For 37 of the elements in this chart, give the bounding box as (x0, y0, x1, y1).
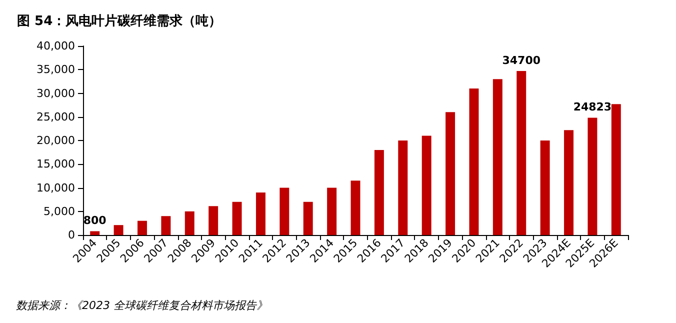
bar (184, 211, 194, 235)
bar (232, 202, 242, 235)
bar (374, 150, 384, 235)
bar (446, 112, 456, 235)
y-tick-label: 40,000 (36, 40, 75, 52)
y-tick-label: 30,000 (36, 86, 75, 100)
data-label: 24823 (573, 100, 612, 114)
y-tick-label: 20,000 (36, 134, 75, 147)
y-tick-label: 25,000 (36, 110, 75, 124)
bar (469, 88, 479, 235)
bar (90, 231, 100, 235)
y-tick-label: 15,000 (36, 158, 75, 171)
chart-title: 图 54：风电叶片碳纤维需求（吨） (17, 13, 222, 29)
bar (492, 79, 502, 235)
bar (540, 140, 550, 235)
y-tick-label: 10,000 (36, 181, 75, 194)
bar (588, 118, 598, 235)
bar (280, 188, 290, 235)
bar (303, 202, 313, 235)
bar (564, 130, 574, 235)
y-tick-label: 5,000 (44, 204, 75, 218)
bar (138, 220, 147, 235)
bar (516, 71, 526, 235)
bar (208, 206, 218, 235)
bar (350, 180, 360, 235)
y-tick-label: 0 (68, 228, 75, 242)
bar (114, 225, 124, 235)
y-tick-label: 35,000 (36, 63, 75, 76)
bar (161, 216, 171, 235)
data-label: 34700 (502, 54, 541, 68)
data-label: 800 (83, 214, 107, 228)
bar (398, 140, 408, 235)
source-note: 数据来源：《2023 全球碳纤维复合材料市场报告》 (16, 299, 268, 312)
bar (422, 136, 432, 235)
bar (256, 192, 266, 235)
bar (327, 188, 337, 235)
bar (611, 104, 621, 235)
